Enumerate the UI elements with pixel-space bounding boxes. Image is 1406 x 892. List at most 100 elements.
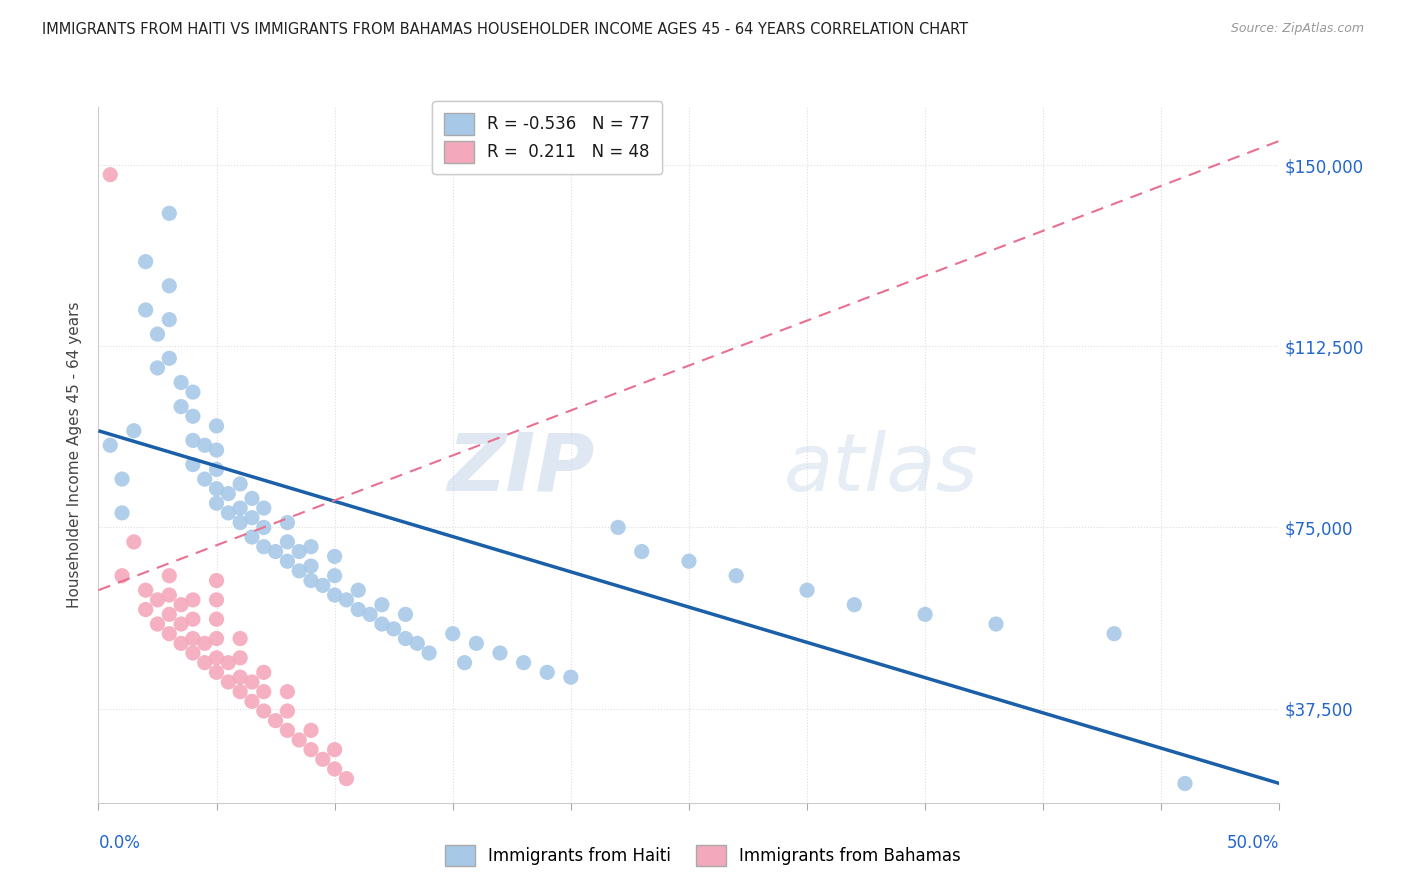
Point (678, 554, 700, 568)
Point (984, 617, 1007, 632)
Text: 50.0%: 50.0% (1227, 834, 1279, 852)
Point (170, 376, 193, 390)
Point (217, 656, 239, 670)
Point (229, 476, 252, 491)
Point (441, 626, 464, 640)
Point (323, 568, 346, 582)
Point (181, 385, 204, 400)
Point (253, 704, 276, 718)
Point (418, 646, 440, 660)
Legend: Immigrants from Haiti, Immigrants from Bahamas: Immigrants from Haiti, Immigrants from B… (436, 837, 970, 875)
Point (240, 530, 263, 544)
Point (312, 752, 335, 766)
Y-axis label: Householder Income Ages 45 - 64 years: Householder Income Ages 45 - 64 years (67, 301, 83, 608)
Point (205, 592, 228, 607)
Point (194, 472, 217, 486)
Point (157, 588, 180, 602)
Point (299, 559, 322, 574)
Point (157, 626, 180, 640)
Point (217, 506, 239, 520)
Point (205, 632, 228, 646)
Point (205, 496, 228, 510)
Point (229, 516, 252, 530)
Point (560, 670, 582, 684)
Point (253, 540, 276, 554)
Point (157, 312, 180, 326)
Point (240, 675, 263, 690)
Point (253, 665, 276, 680)
Point (796, 583, 818, 598)
Point (157, 607, 180, 622)
Point (217, 675, 239, 690)
Point (335, 592, 357, 607)
Point (299, 574, 322, 588)
Point (205, 462, 228, 476)
Point (98, 438, 121, 452)
Text: atlas: atlas (783, 430, 979, 508)
Point (323, 762, 346, 776)
Point (229, 501, 252, 516)
Point (323, 588, 346, 602)
Point (146, 592, 169, 607)
Point (536, 665, 558, 680)
Point (276, 534, 298, 549)
Point (335, 772, 357, 786)
Point (111, 568, 134, 582)
Point (181, 409, 204, 424)
Point (229, 632, 252, 646)
Point (323, 742, 346, 756)
Text: IMMIGRANTS FROM HAITI VS IMMIGRANTS FROM BAHAMAS HOUSEHOLDER INCOME AGES 45 - 64: IMMIGRANTS FROM HAITI VS IMMIGRANTS FROM… (42, 22, 969, 37)
Point (205, 443, 228, 458)
Point (157, 206, 180, 220)
Point (205, 665, 228, 680)
Point (264, 544, 287, 558)
Point (299, 540, 322, 554)
Point (406, 636, 429, 650)
Point (170, 636, 193, 650)
Point (299, 742, 322, 756)
Point (512, 656, 534, 670)
Point (229, 670, 252, 684)
Point (453, 656, 475, 670)
Point (122, 534, 145, 549)
Point (194, 636, 217, 650)
Point (394, 607, 416, 622)
Point (157, 351, 180, 366)
Point (914, 607, 936, 622)
Legend: R = -0.536   N = 77, R =  0.211   N = 48: R = -0.536 N = 77, R = 0.211 N = 48 (433, 102, 662, 174)
Point (135, 303, 157, 318)
Point (229, 684, 252, 698)
Point (157, 278, 180, 293)
Point (146, 361, 169, 376)
Point (382, 622, 405, 636)
Point (347, 602, 370, 616)
Point (465, 636, 488, 650)
Point (181, 592, 204, 607)
Point (347, 583, 370, 598)
Point (288, 544, 311, 558)
Point (170, 617, 193, 632)
Point (181, 612, 204, 626)
Point (276, 723, 298, 738)
Text: 0.0%: 0.0% (98, 834, 141, 852)
Point (240, 694, 263, 708)
Point (1102, 626, 1125, 640)
Point (111, 472, 134, 486)
Point (489, 646, 512, 660)
Point (253, 520, 276, 534)
Point (135, 602, 157, 616)
Point (146, 617, 169, 632)
Text: Source: ZipAtlas.com: Source: ZipAtlas.com (1230, 22, 1364, 36)
Point (181, 632, 204, 646)
Point (276, 684, 298, 698)
Point (98, 168, 121, 182)
Point (135, 254, 157, 268)
Point (205, 482, 228, 496)
Point (240, 510, 263, 524)
Point (135, 583, 157, 598)
Point (205, 574, 228, 588)
Point (181, 458, 204, 472)
Point (359, 607, 381, 622)
Point (630, 544, 652, 558)
Point (371, 617, 394, 632)
